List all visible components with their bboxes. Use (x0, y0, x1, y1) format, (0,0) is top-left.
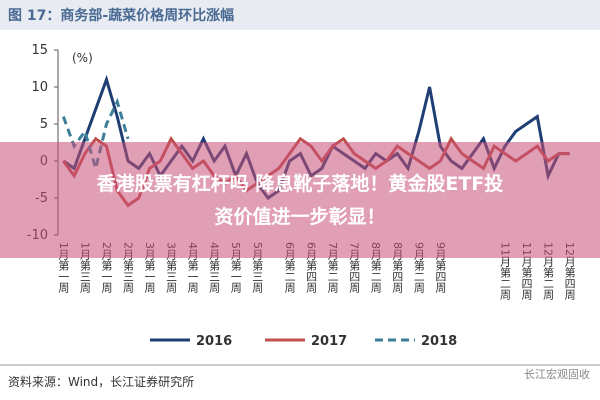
y-tick-label: 15 (31, 43, 48, 58)
legend-label: 2016 (196, 334, 232, 349)
overlay-text: 资价值进一步彰显！ (214, 205, 385, 228)
legend-label: 2017 (311, 334, 347, 349)
overlay-text: 香港股票有杠杆吗 降息靴子落地！黄金股ETF投 (96, 172, 504, 195)
title-bar (0, 0, 600, 30)
overlay-band (0, 142, 600, 258)
source: 资料来源：Wind，长江证券研究所 (8, 374, 194, 389)
watermark: 长江宏观固收 (524, 367, 590, 381)
y-tick-label: 5 (40, 117, 48, 132)
legend-label: 2018 (421, 334, 457, 349)
chart-title: 图 17：商务部-蔬菜价格周环比涨幅 (8, 7, 234, 24)
y-axis-label: (%) (72, 51, 93, 65)
y-tick-label: 10 (31, 80, 48, 95)
